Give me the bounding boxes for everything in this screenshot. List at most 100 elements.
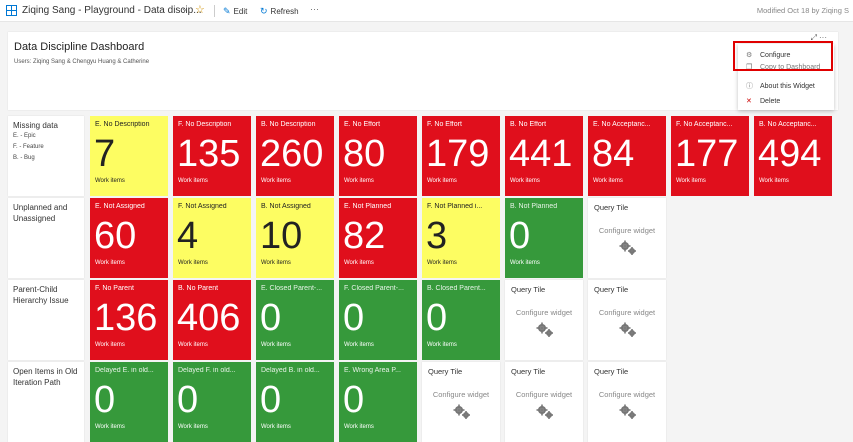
chevron-down-icon[interactable]: ⌄ xyxy=(181,3,189,13)
menu-item-about[interactable]: ⓘ About this Widget xyxy=(738,80,834,94)
tile-title: B. Not Planned xyxy=(510,203,558,210)
tile-title: B. Not Assigned xyxy=(261,203,311,210)
gear-cluster-icon xyxy=(619,240,636,255)
query-tile[interactable]: E. No Description 7 Work items xyxy=(90,116,168,196)
info-icon: ⓘ xyxy=(746,83,753,90)
configure-widget-link[interactable]: Configure widget xyxy=(598,308,656,317)
query-tile[interactable]: F. No Acceptanc... 177 Work items xyxy=(671,116,749,196)
star-icon[interactable]: ☆ xyxy=(195,4,205,16)
widget-title: Data Discipline Dashboard xyxy=(14,41,145,53)
tile-count: 135 xyxy=(177,133,241,175)
close-icon: ✕ xyxy=(746,98,752,105)
query-tile[interactable]: B. No Description 260 Work items xyxy=(256,116,334,196)
legend-bug: B. - Bug xyxy=(13,155,35,161)
query-tile[interactable]: E. Closed Parent-... 0 Work items xyxy=(256,280,334,360)
legend-feature: F. - Feature xyxy=(13,144,44,150)
configure-widget-link[interactable]: Configure widget xyxy=(432,390,490,399)
tile-unit: Work items xyxy=(261,178,291,184)
query-tile[interactable]: F. Closed Parent-... 0 Work items xyxy=(339,280,417,360)
tile-unit: Work items xyxy=(427,342,457,348)
menu-item-configure[interactable]: ⚙ Configure xyxy=(738,49,834,63)
gear-cluster-icon xyxy=(453,404,470,419)
query-tile[interactable]: Delayed F. in old... 0 Work items xyxy=(173,362,251,442)
query-tile-unconfigured[interactable]: Query Tile Configure widget xyxy=(588,198,666,278)
tile-title: B. No Acceptanc... xyxy=(759,121,817,128)
tile-title: E. No Effort xyxy=(344,121,381,128)
configure-widget-link[interactable]: Configure widget xyxy=(598,226,656,235)
tile-unit: Work items xyxy=(344,424,374,430)
tile-title: F. No Effort xyxy=(427,121,462,128)
query-tile[interactable]: F. No Effort 179 Work items xyxy=(422,116,500,196)
query-tile-unconfigured[interactable]: Query Tile Configure widget xyxy=(505,362,583,442)
refresh-button[interactable]: ↻ Refresh xyxy=(260,6,299,17)
tile-count: 0 xyxy=(343,297,365,339)
query-tile-unconfigured[interactable]: Query Tile Configure widget xyxy=(588,280,666,360)
tile-unit: Work items xyxy=(95,260,125,266)
menu-item-label: Configure xyxy=(760,52,791,59)
query-tile[interactable]: E. No Effort 80 Work items xyxy=(339,116,417,196)
query-tile[interactable]: E. No Acceptanc... 84 Work items xyxy=(588,116,666,196)
query-tile[interactable]: Delayed B. in old... 0 Work items xyxy=(256,362,334,442)
query-tile[interactable]: F. Not Planned i... 3 Work items xyxy=(422,198,500,278)
tile-count: 7 xyxy=(94,133,116,175)
widget-context-menu: ⚙ Configure ❐ Copy to Dashboard ⓘ About thi… xyxy=(738,44,834,110)
tile-count: 136 xyxy=(94,297,158,339)
tile-unit: Work items xyxy=(344,260,374,266)
edit-label: Edit xyxy=(233,7,248,16)
tile-unit: Work items xyxy=(427,178,457,184)
tile-unit: Work items xyxy=(178,424,208,430)
header-widget: Data Discipline Dashboard Users: Ziqing … xyxy=(8,32,838,110)
query-tile[interactable]: F. Not Assigned 4 Work items xyxy=(173,198,251,278)
tile-count: 0 xyxy=(509,215,531,257)
tile-title: E. No Acceptanc... xyxy=(593,121,651,128)
tile-title: Query Tile xyxy=(511,285,546,294)
tile-count: 0 xyxy=(94,379,116,421)
query-tile-unconfigured[interactable]: Query Tile Configure widget xyxy=(505,280,583,360)
pencil-icon: ✎ xyxy=(223,6,231,16)
query-tile[interactable]: E. Not Assigned 60 Work items xyxy=(90,198,168,278)
query-tile[interactable]: B. Closed Parent... 0 Work items xyxy=(422,280,500,360)
tile-unit: Work items xyxy=(344,342,374,348)
tile-count: 0 xyxy=(426,297,448,339)
tile-title: Delayed E. in old... xyxy=(95,367,154,374)
tile-unit: Work items xyxy=(593,178,623,184)
tile-unit: Work items xyxy=(510,260,540,266)
configure-widget-link[interactable]: Configure widget xyxy=(515,390,573,399)
refresh-icon: ↻ xyxy=(260,6,268,16)
tile-title: E. Closed Parent-... xyxy=(261,285,323,292)
tile-title: B. No Effort xyxy=(510,121,547,128)
query-tile[interactable]: B. No Parent 406 Work items xyxy=(173,280,251,360)
menu-item-delete[interactable]: ✕ Delete xyxy=(738,95,834,109)
gear-cluster-icon xyxy=(536,322,553,337)
more-actions-button[interactable]: ··· xyxy=(310,4,319,14)
query-tile[interactable]: Delayed E. in old... 0 Work items xyxy=(90,362,168,442)
configure-widget-link[interactable]: Configure widget xyxy=(515,308,573,317)
query-tile-unconfigured[interactable]: Query Tile Configure widget xyxy=(588,362,666,442)
menu-item-label: About this Widget xyxy=(760,83,815,90)
tile-title: Delayed B. in old... xyxy=(261,367,320,374)
tile-unit: Work items xyxy=(427,260,457,266)
dashboard-title[interactable]: Ziqing Sang - Playground - Data discip..… xyxy=(22,5,202,16)
menu-item-copy-to-dashboard[interactable]: ❐ Copy to Dashboard xyxy=(738,61,834,75)
row-label-hierarchy: Parent-Child Hierarchy Issue xyxy=(8,280,84,360)
tile-count: 80 xyxy=(343,133,386,175)
query-tile-unconfigured[interactable]: Query Tile Configure widget xyxy=(422,362,500,442)
modified-info: Modified Oct 18 by Ziqing S xyxy=(756,6,849,15)
tile-title: Query Tile xyxy=(594,285,629,294)
query-tile[interactable]: B. Not Planned 0 Work items xyxy=(505,198,583,278)
expand-icon[interactable]: ⤢ xyxy=(810,33,817,42)
tile-count: 0 xyxy=(260,379,282,421)
query-tile[interactable]: E. Wrong Area P... 0 Work items xyxy=(339,362,417,442)
query-tile[interactable]: B. Not Assigned 10 Work items xyxy=(256,198,334,278)
tile-unit: Work items xyxy=(95,424,125,430)
query-tile[interactable]: F. No Description 135 Work items xyxy=(173,116,251,196)
widget-more-button[interactable]: ··· xyxy=(819,33,827,42)
query-tile[interactable]: F. No Parent 136 Work items xyxy=(90,280,168,360)
tile-count: 179 xyxy=(426,133,490,175)
query-tile[interactable]: B. No Acceptanc... 494 Work items xyxy=(754,116,832,196)
query-tile[interactable]: B. No Effort 441 Work items xyxy=(505,116,583,196)
query-tile[interactable]: E. Not Planned 82 Work items xyxy=(339,198,417,278)
edit-button[interactable]: ✎ Edit xyxy=(223,6,247,17)
tile-count: 4 xyxy=(177,215,199,257)
configure-widget-link[interactable]: Configure widget xyxy=(598,390,656,399)
